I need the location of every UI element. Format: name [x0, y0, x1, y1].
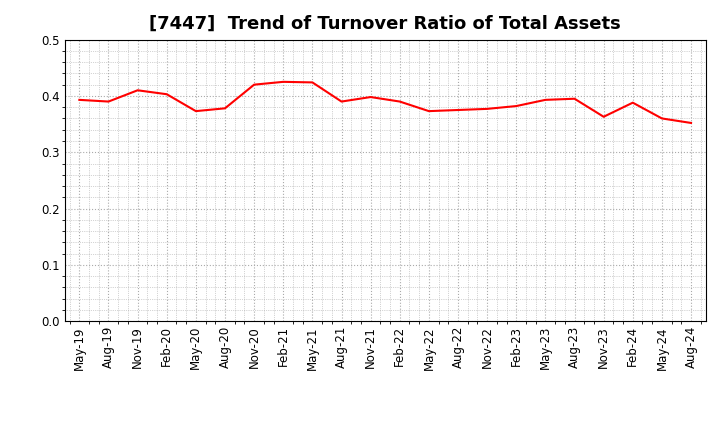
Title: [7447]  Trend of Turnover Ratio of Total Assets: [7447] Trend of Turnover Ratio of Total … [149, 15, 621, 33]
